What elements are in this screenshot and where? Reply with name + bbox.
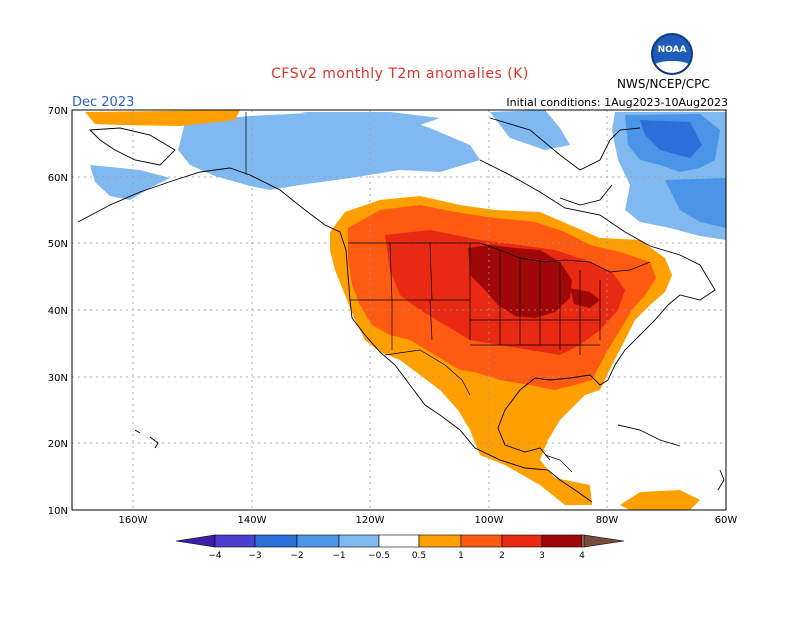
cold-region-labrador-deep	[640, 120, 702, 158]
legend-label: −1	[332, 551, 345, 561]
lat-axis: 70N 60N 50N 40N 30N 20N 10N	[48, 106, 68, 517]
legend-label: 1	[458, 551, 464, 561]
legend-labels: −4 −3 −2 −1 −0.5 0.5 1 2 3 4	[208, 551, 585, 561]
legend-label: 2	[499, 551, 505, 561]
legend-label: −4	[208, 551, 222, 561]
cold-region-alaska	[178, 112, 480, 190]
lon-label: 140W	[238, 515, 267, 526]
lat-label: 50N	[48, 239, 68, 250]
legend-label: −0.5	[368, 551, 390, 561]
lon-label: 120W	[356, 515, 385, 526]
graticule	[72, 110, 726, 510]
warm-region-3-4-east	[570, 288, 600, 308]
lat-label: 60N	[48, 173, 68, 184]
lat-label: 70N	[48, 106, 68, 117]
lon-label: 100W	[475, 515, 504, 526]
legend-label: 4	[579, 551, 585, 561]
legend-swatch	[254, 534, 298, 548]
legend-label: 0.5	[412, 551, 426, 561]
lon-label: 160W	[119, 515, 148, 526]
legend-swatch	[296, 534, 340, 548]
legend-swatch	[501, 534, 543, 548]
warm-region-south-america	[620, 490, 700, 510]
cold-region-beaufort	[300, 112, 440, 125]
legend-swatch	[214, 534, 256, 548]
warm-region-1	[85, 110, 240, 126]
legend-swatch	[541, 534, 583, 548]
lon-label: 60W	[715, 515, 738, 526]
color-legend	[175, 534, 625, 548]
lat-label: 10N	[48, 506, 68, 517]
anomaly-layer	[85, 110, 726, 510]
forecast-period: Dec 2023	[72, 95, 135, 110]
lat-label: 40N	[48, 306, 68, 317]
legend-label: −2	[290, 551, 303, 561]
lat-label: 30N	[48, 373, 68, 384]
cold-region-bering	[90, 165, 170, 200]
legend-swatch-neutral	[378, 534, 420, 548]
legend-swatch	[460, 534, 503, 548]
legend-swatch	[583, 534, 625, 548]
map-frame	[71, 109, 727, 511]
legend-label: 3	[539, 551, 545, 561]
legend-swatch	[418, 534, 462, 548]
political-borders	[245, 112, 651, 473]
noaa-logo-icon: NOAA	[651, 33, 693, 75]
coastlines	[77, 117, 725, 503]
lon-label: 80W	[596, 515, 619, 526]
lat-label: 20N	[48, 439, 68, 450]
lon-axis: 160W 140W 120W 100W 80W 60W	[119, 515, 738, 526]
agency-label: NWS/NCEP/CPC	[617, 77, 710, 91]
legend-label: −3	[248, 551, 261, 561]
initial-conditions: Initial conditions: 1Aug2023-10Aug2023	[506, 96, 728, 109]
legend-swatch	[338, 534, 380, 548]
logo-text: NOAA	[657, 45, 687, 55]
cold-region-labrador-mid	[665, 178, 726, 228]
map-title: CFSv2 monthly T2m anomalies (K)	[271, 66, 529, 82]
legend-swatch	[175, 534, 216, 548]
